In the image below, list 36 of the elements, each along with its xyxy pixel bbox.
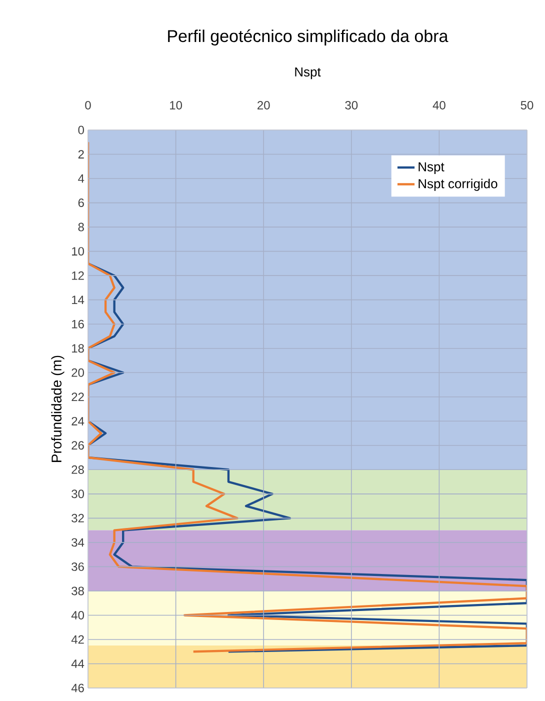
y-tick-label: 38 xyxy=(72,586,84,596)
y-tick-label: 24 xyxy=(72,416,84,426)
y-tick-label: 2 xyxy=(78,150,84,158)
line-series xyxy=(88,262,527,653)
y-tick-label: 14 xyxy=(72,296,84,304)
y-tick-label: 6 xyxy=(78,198,84,208)
x-tick-label: 0 xyxy=(85,100,91,110)
y-tick-label: 12 xyxy=(72,271,84,280)
y-tick-label: 34 xyxy=(72,538,84,547)
x-axis-title: Nspt xyxy=(295,67,321,80)
y-tick-label: 16 xyxy=(72,320,84,328)
y-tick-label: 20 xyxy=(72,368,84,377)
x-tick-label: 40 xyxy=(432,100,446,110)
y-tick-label: 46 xyxy=(71,684,84,692)
y-axis-title: Profundidade (m) xyxy=(51,356,64,462)
y-tick-label: 36 xyxy=(72,562,84,571)
y-tick-label: 10 xyxy=(72,247,84,256)
y-tick-label: 30 xyxy=(72,490,84,498)
y-tick-label: 22 xyxy=(72,392,84,402)
chart-title: Perfil geotécnico simplificado da obra xyxy=(168,29,448,46)
x-tick-label: 20 xyxy=(258,100,270,110)
x-tick-label: 50 xyxy=(520,100,534,110)
y-tick-label: 18 xyxy=(72,344,84,353)
y-tick-label: 0 xyxy=(78,126,84,134)
y-tick-label: 40 xyxy=(71,610,84,620)
y-tick-label: 8 xyxy=(78,222,84,232)
x-tick-label: 10 xyxy=(170,100,182,110)
y-tick-label: 26 xyxy=(72,441,84,450)
y-tick-label: 32 xyxy=(72,514,84,522)
y-tick-label: 44 xyxy=(71,660,84,668)
legend-label: Nspt corrigido xyxy=(418,178,498,191)
legend-label: Nspt xyxy=(418,162,444,174)
y-tick-label: 28 xyxy=(72,465,84,474)
y-tick-label: 4 xyxy=(78,174,84,183)
y-tick-label: 42 xyxy=(71,635,84,644)
x-tick-label: 30 xyxy=(345,100,358,110)
